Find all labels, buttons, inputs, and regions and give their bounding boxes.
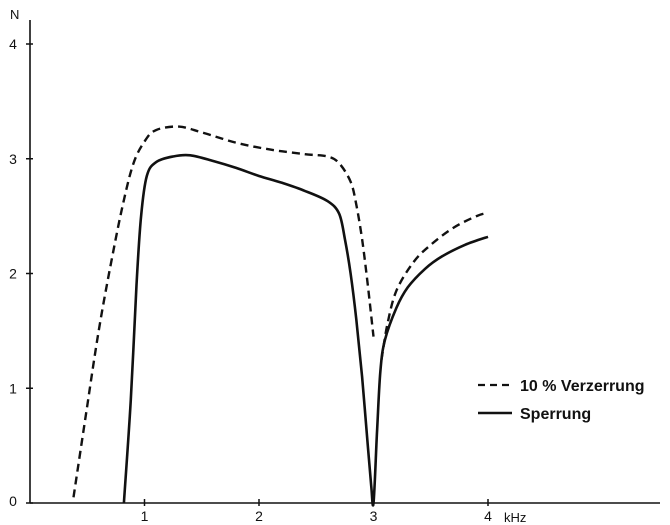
- legend-label-sperrung: Sperrung: [520, 406, 591, 423]
- legend-label-verzerrung: 10 % Verzerrung: [520, 378, 645, 395]
- series-layer: [72, 125, 489, 507]
- y-axis-label: N: [10, 7, 19, 22]
- y-tick-label: 3: [9, 151, 17, 167]
- y-tick-label: 4: [9, 36, 17, 52]
- y-tick-label: 0: [9, 493, 17, 509]
- y-tick-label: 2: [9, 266, 17, 282]
- x-axis-label: kHz: [504, 510, 526, 525]
- series-line-sperrung: [122, 153, 489, 507]
- x-tick-label: 4: [484, 508, 492, 524]
- series-line-verzerrung-0: [72, 125, 375, 498]
- x-tick-label: 3: [370, 508, 378, 524]
- legend: 10 % Verzerrung Sperrung: [478, 378, 645, 423]
- ticks: 0 1 2 3 4 1 2 3 4: [9, 36, 492, 524]
- axes: [29, 20, 660, 504]
- y-tick-label: 1: [9, 380, 17, 396]
- series-line-verzerrung-1: [380, 211, 489, 360]
- x-tick-label: 2: [255, 508, 263, 524]
- x-tick-label: 1: [141, 508, 149, 524]
